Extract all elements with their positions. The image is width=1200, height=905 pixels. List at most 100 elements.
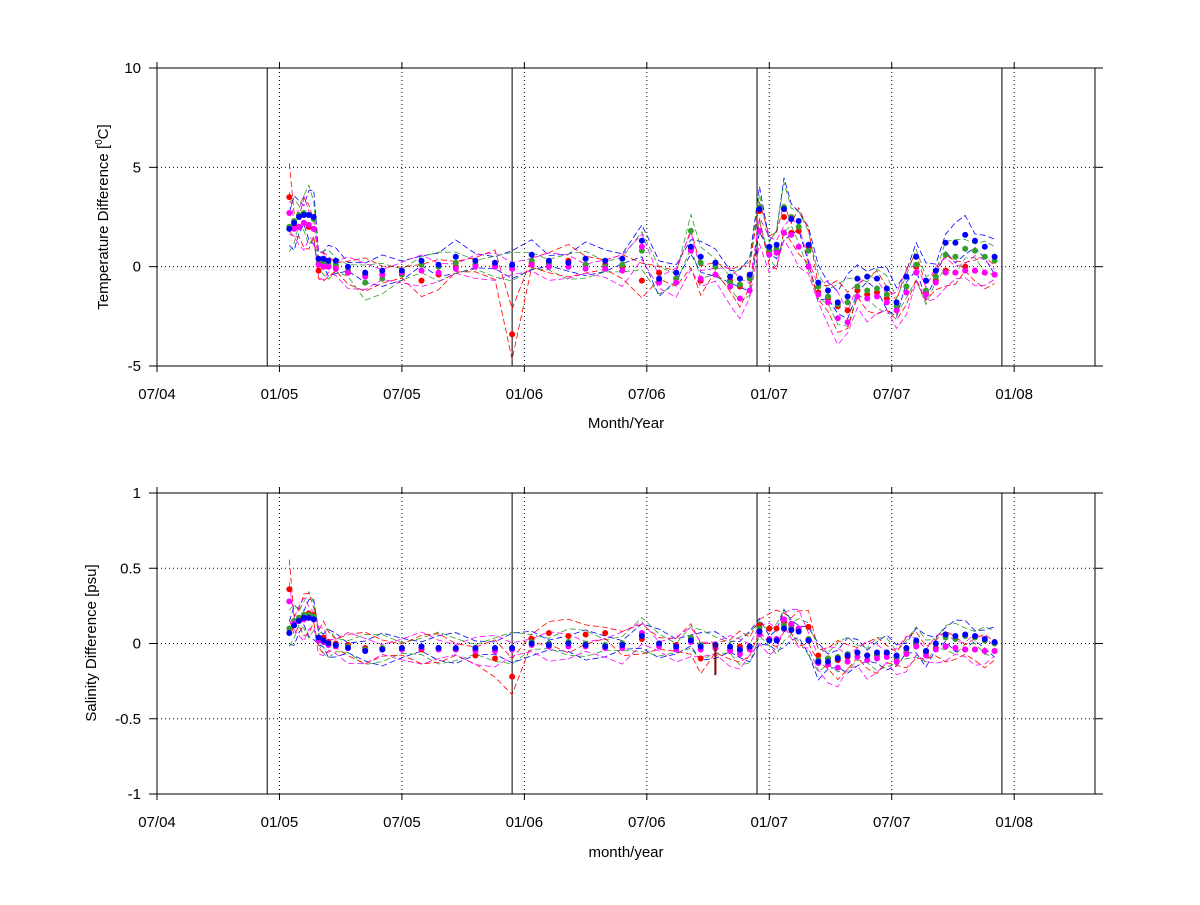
temperature-magenta-point xyxy=(913,269,920,276)
salinity-blue-point xyxy=(736,646,743,653)
temperature-x-axis-label: Month/Year xyxy=(588,415,664,432)
temperature-magenta-point xyxy=(305,221,312,228)
temperature-magenta-point xyxy=(673,279,680,286)
salinity-blue-point xyxy=(310,616,317,623)
salinity-blue-point xyxy=(697,643,704,650)
temperature-magenta-point xyxy=(746,287,753,294)
salinity-blue-point xyxy=(296,617,302,624)
temperature-blue-point xyxy=(362,269,369,276)
temperature-green-point xyxy=(736,281,743,288)
salinity-blue-point xyxy=(320,637,327,644)
salinity-blue-point xyxy=(805,637,812,644)
temperature-x-tick-label: 07/05 xyxy=(383,386,421,403)
salinity-red-point xyxy=(602,630,609,636)
temperature-magenta-point xyxy=(932,279,939,286)
temperature-blue-point xyxy=(844,293,851,300)
temperature-magenta-point xyxy=(756,227,763,234)
salinity-red-point xyxy=(472,652,479,659)
temperature-magenta-envelope-lower xyxy=(289,233,995,346)
salinity-blue-point xyxy=(315,634,322,641)
temperature-green-envelope-upper xyxy=(289,182,995,300)
temperature-magenta-point xyxy=(962,267,969,274)
salinity-blue-point xyxy=(656,640,663,647)
temperature-green-point xyxy=(619,261,626,268)
temperature-ticks: 07/04 01/05 07/05 01/06 07/06 01/07 07/07 01/08… xyxy=(124,60,1103,403)
temperature-y-tick-label: 5 xyxy=(133,159,141,176)
salinity-blue-point xyxy=(638,633,645,639)
salinity-y-tick-label: 0 xyxy=(133,636,141,653)
temperature-magenta-point xyxy=(834,315,841,322)
salinity-magenta-point xyxy=(991,648,998,654)
salinity-blue-point xyxy=(727,643,734,650)
salinity-blue-point xyxy=(687,637,694,644)
salinity-green-envelope-upper xyxy=(288,590,995,654)
temperature-magenta-point xyxy=(291,225,298,232)
temperature-magenta-point xyxy=(300,220,307,226)
salinity-x-tick-label: 01/06 xyxy=(506,814,544,831)
salinity-blue-point xyxy=(981,636,988,642)
temperature-blue-point xyxy=(379,267,386,274)
temperature-blue-point xyxy=(932,267,939,274)
temperature-green-point xyxy=(697,259,704,266)
temperature-blue-point xyxy=(310,214,317,220)
temperature-blue-point xyxy=(805,241,812,248)
temperature-blue-point xyxy=(788,216,795,222)
temperature-series xyxy=(286,194,998,338)
temperature-blue-point xyxy=(296,214,302,220)
salinity-y-tick-label: 0.5 xyxy=(120,560,141,577)
temperature-red-point xyxy=(656,269,663,276)
temperature-red-point xyxy=(418,277,425,284)
temperature-magenta-point xyxy=(981,269,988,276)
temperature-y-tick-label: 10 xyxy=(124,60,141,77)
salinity-magenta-point xyxy=(834,664,841,671)
salinity-magenta-point xyxy=(864,657,871,664)
temperature-x-tick-label: 01/06 xyxy=(506,386,544,403)
salinity-blue-point xyxy=(362,648,369,654)
temperature-magenta-point xyxy=(435,269,442,276)
salinity-magenta-envelope-lower xyxy=(288,620,995,688)
temperature-magenta-point xyxy=(727,283,734,290)
salinity-blue-point xyxy=(795,628,802,635)
salinity-blue-point xyxy=(398,645,405,651)
temperature-blue-point xyxy=(697,253,704,260)
temperature-blue-point xyxy=(874,275,880,282)
temperature-blue-point xyxy=(332,257,339,264)
salinity-blue-point xyxy=(345,645,351,651)
salinity-blue-point xyxy=(492,645,498,651)
temperature-magenta-point xyxy=(991,271,998,278)
temperature-green-point xyxy=(932,273,939,280)
salinity-blue-point xyxy=(746,643,753,650)
temperature-blue-point xyxy=(418,257,425,264)
temperature-magenta-point xyxy=(325,263,332,270)
temperature-magenta-point xyxy=(923,291,929,298)
salinity-blue-point xyxy=(773,637,780,644)
temperature-red-point xyxy=(781,214,787,220)
temperature-y-tick-label: 0 xyxy=(133,259,141,276)
salinity-blue-point xyxy=(844,652,851,659)
salinity-magenta-point xyxy=(913,643,920,650)
temperature-magenta-envelope-upper xyxy=(288,191,995,313)
temperature-magenta-point xyxy=(972,267,978,274)
salinity-red-point xyxy=(805,623,812,630)
salinity-red-point xyxy=(697,655,704,662)
temperature-green-point xyxy=(962,245,969,252)
salinity-blue-point xyxy=(854,649,861,656)
temperature-green-point xyxy=(854,283,861,290)
temperature-blue-point xyxy=(962,231,969,238)
temperature-blue-point xyxy=(903,273,910,280)
temperature-blue-point xyxy=(854,275,861,282)
temperature-magenta-point xyxy=(286,210,293,216)
salinity-blue-point xyxy=(619,642,626,648)
temperature-blue-envelope-upper xyxy=(288,177,995,292)
temperature-blue-point xyxy=(972,237,978,244)
salinity-x-tick-label: 07/07 xyxy=(873,814,911,831)
salinity-magenta-point xyxy=(781,616,787,623)
salinity-blue-point xyxy=(379,646,386,653)
temperature-blue-point xyxy=(883,285,890,292)
temperature-x-tick-label: 01/05 xyxy=(261,386,299,403)
temperature-blue-point xyxy=(545,257,552,264)
salinity-blue-point xyxy=(883,649,890,656)
salinity-blue-point xyxy=(472,645,479,651)
